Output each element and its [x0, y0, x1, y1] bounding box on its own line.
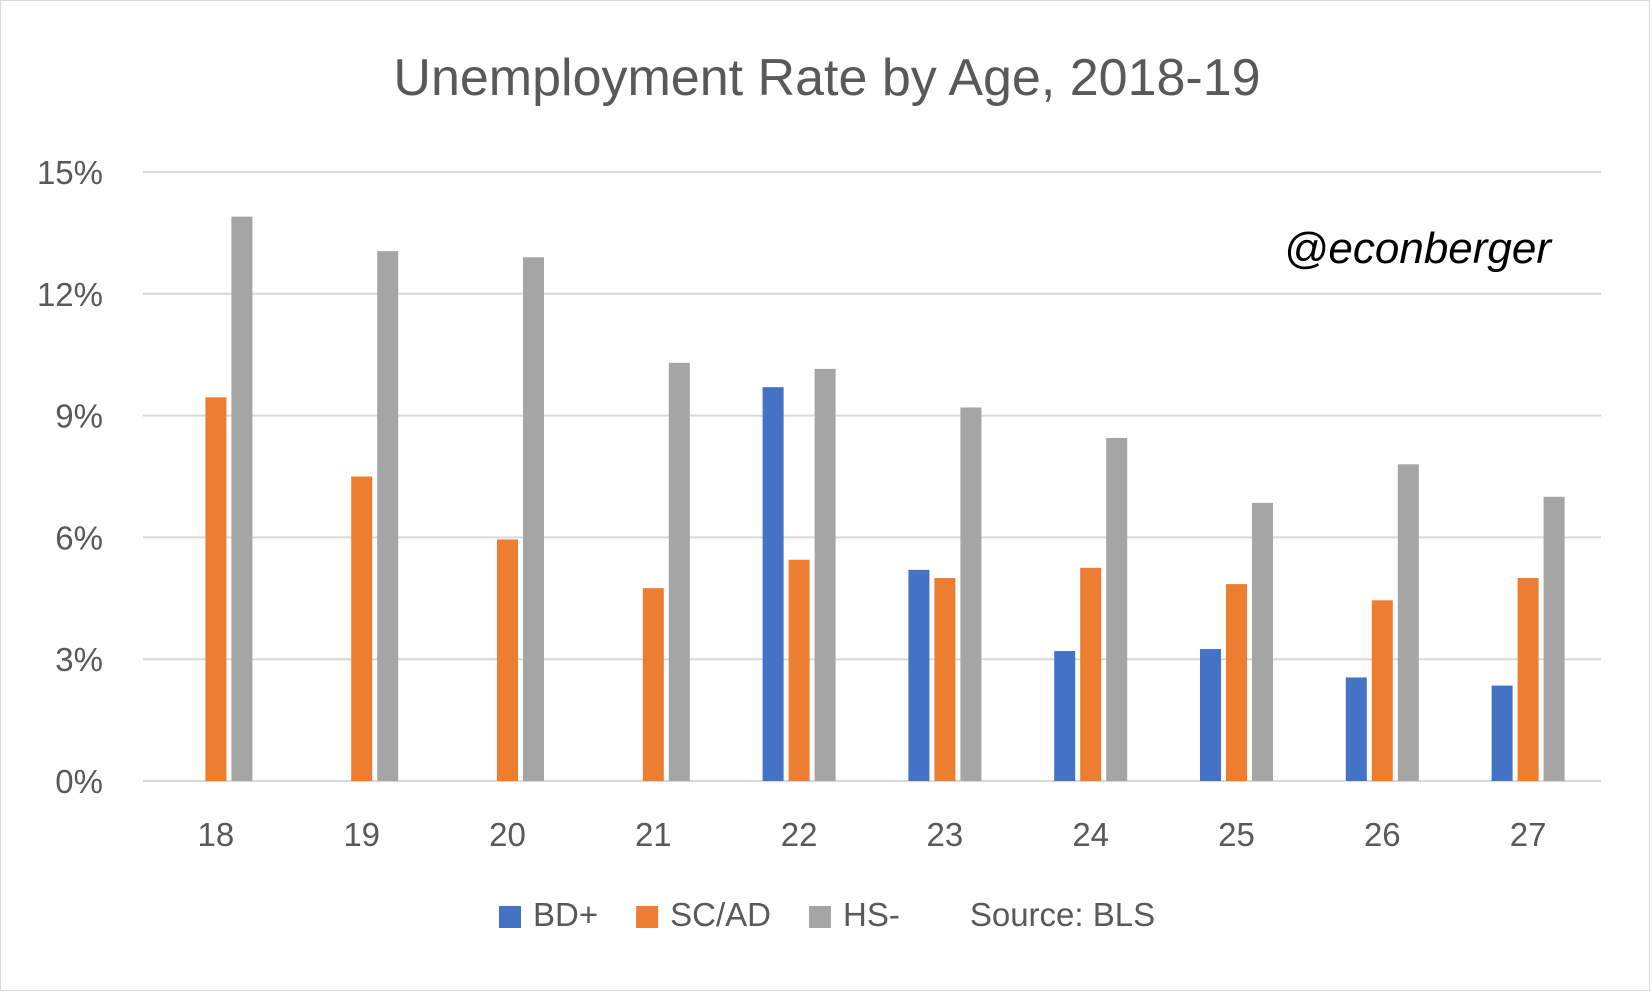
x-tick-label-18: 18: [198, 816, 235, 853]
bar-scad-age-26: [1371, 600, 1393, 781]
y-tick-label: 6%: [55, 519, 103, 556]
bar-scad-age-23: [934, 578, 956, 781]
bar-bd-age-27: [1491, 685, 1513, 781]
x-tick-label-24: 24: [1072, 816, 1109, 853]
x-tick-label-27: 27: [1510, 816, 1547, 853]
bar-scad-age-24: [1080, 567, 1102, 781]
bar-hs-age-19: [377, 251, 399, 782]
bar-scad-age-25: [1226, 584, 1247, 781]
y-tick-label: 9%: [55, 398, 103, 435]
x-tick-label-21: 21: [635, 816, 672, 853]
y-tick-label: 0%: [55, 763, 103, 800]
bar-hs-age-26: [1397, 464, 1419, 781]
legend-swatch: [499, 906, 521, 928]
x-tick-label-20: 20: [489, 816, 526, 853]
y-axis-tick-labels: 0% 3% 6% 9% 12% 15%: [37, 154, 103, 800]
bar-scad-age-22: [788, 559, 810, 781]
bar-bd-age-26: [1345, 677, 1367, 781]
legend: BD+ SC/AD HS- Source: BLS: [499, 896, 1155, 933]
legend-item-scad: SC/AD: [636, 896, 771, 933]
bar-hs-age-23: [960, 407, 982, 781]
chart-title: Unemployment Rate by Age, 2018-19: [393, 49, 1260, 107]
bar-hs-age-24: [1106, 437, 1128, 781]
legend-label: SC/AD: [670, 896, 771, 933]
bar-hs-age-27: [1543, 496, 1565, 781]
bars: [205, 216, 1565, 782]
x-tick-label-26: 26: [1364, 816, 1401, 853]
x-tick-label-19: 19: [343, 816, 380, 853]
legend-swatch: [808, 906, 831, 928]
watermark-handle: @econberger: [1284, 224, 1554, 273]
bar-bd-age-23: [908, 569, 930, 781]
x-tick-label-23: 23: [927, 816, 964, 853]
bar-scad-age-20: [497, 539, 518, 781]
bar-hs-age-18: [231, 216, 253, 781]
x-axis-tick-labels: 18 19 20 21 22 23 24 25 26 27: [198, 816, 1547, 853]
x-tick-label-25: 25: [1218, 816, 1255, 853]
y-tick-label: 3%: [55, 641, 103, 678]
y-tick-label: 15%: [37, 154, 103, 191]
bar-hs-age-21: [668, 362, 690, 781]
x-tick-label-22: 22: [781, 816, 818, 853]
bar-scad-age-19: [351, 476, 373, 781]
bar-hs-age-22: [814, 368, 836, 781]
bar-bd-age-22: [762, 387, 784, 781]
source-note: Source: BLS: [970, 896, 1155, 933]
bar-bd-age-24: [1054, 651, 1076, 781]
bar-scad-age-21: [642, 588, 664, 781]
legend-item-hs: HS-: [808, 896, 900, 933]
bar-scad-age-27: [1517, 578, 1539, 781]
legend-label: HS-: [843, 896, 900, 933]
bar-hs-age-20: [523, 257, 544, 781]
legend-label: BD+: [533, 896, 598, 933]
bar-scad-age-18: [205, 397, 227, 781]
legend-item-bd: BD+: [499, 896, 598, 933]
bar-bd-age-25: [1200, 649, 1221, 781]
bar-hs-age-25: [1252, 502, 1273, 781]
legend-swatch: [636, 906, 659, 928]
y-tick-label: 12%: [37, 276, 103, 313]
